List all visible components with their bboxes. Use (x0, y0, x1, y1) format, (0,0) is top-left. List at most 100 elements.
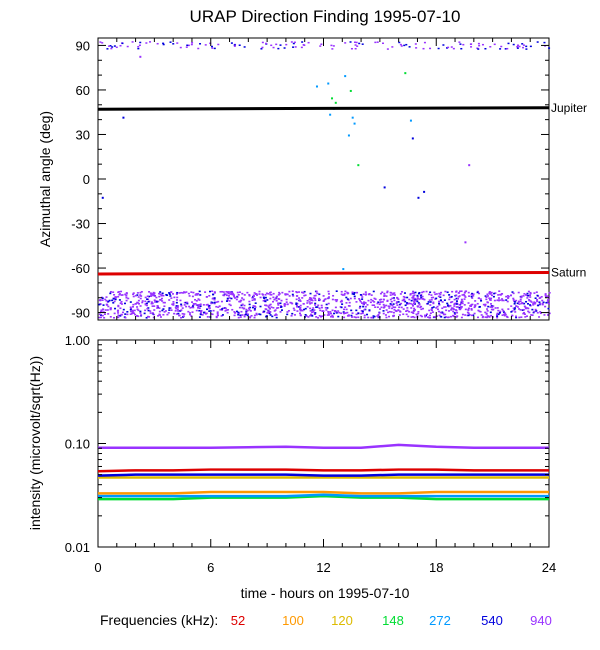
azimuth-point (480, 299, 483, 302)
azimuth-point (490, 303, 493, 305)
azimuth-y-tick-label: 0 (83, 172, 90, 187)
azimuth-point (137, 299, 140, 302)
azimuth-point (488, 291, 491, 294)
azimuth-point (544, 294, 547, 296)
azimuth-point (312, 297, 315, 299)
azimuth-point (384, 314, 387, 316)
azimuth-point (156, 42, 159, 45)
azimuth-point (482, 303, 485, 306)
azimuth-point (156, 305, 159, 308)
azimuth-point (515, 316, 518, 319)
azimuth-point (174, 310, 177, 312)
azimuth-point (162, 42, 165, 45)
azimuth-point (248, 309, 251, 311)
azimuth-point (148, 291, 151, 293)
azimuth-point (165, 293, 168, 296)
azimuth-point (172, 302, 175, 305)
azimuth-point (130, 310, 133, 313)
azimuth-point (492, 305, 495, 307)
azimuth-point (398, 303, 401, 306)
azimuth-point (459, 43, 462, 45)
azimuth-point (226, 311, 229, 314)
azimuth-point (159, 316, 162, 318)
azimuth-point (273, 310, 276, 312)
azimuth-point (199, 305, 202, 307)
azimuth-point (537, 304, 540, 307)
azimuth-point (520, 296, 523, 298)
azimuth-point (518, 303, 521, 305)
legend-entry-540: 540 (481, 613, 503, 628)
azimuth-point (480, 314, 483, 316)
azimuth-point (197, 47, 200, 50)
azimuth-point (507, 308, 510, 310)
azimuth-point (355, 41, 358, 44)
azimuth-point (273, 314, 276, 317)
azimuth-point (528, 299, 531, 302)
azimuth-point (213, 298, 216, 301)
azimuth-point (525, 315, 528, 318)
azimuth-point (271, 300, 274, 303)
azimuth-point (481, 43, 484, 46)
azimuth-point (386, 290, 389, 293)
azimuth-point (514, 311, 517, 313)
azimuth-point (501, 298, 504, 300)
azimuth-point (335, 300, 338, 303)
azimuth-point (191, 301, 194, 303)
azimuth-point (430, 308, 433, 311)
azimuth-point (301, 291, 304, 294)
azimuth-point (408, 310, 411, 313)
azimuth-point (211, 47, 214, 49)
azimuth-point (353, 41, 356, 43)
azimuth-point (218, 305, 221, 307)
azimuth-point (331, 315, 334, 318)
azimuth-point (330, 315, 333, 318)
azimuth-point (151, 312, 154, 314)
azimuth-point (354, 316, 357, 319)
azimuth-point (505, 315, 508, 318)
azimuth-point (502, 311, 505, 313)
azimuth-point (498, 299, 501, 301)
azimuth-point (180, 303, 183, 306)
azimuth-point (350, 314, 353, 317)
azimuth-point (520, 316, 523, 318)
azimuth-point (472, 314, 475, 317)
azimuth-point (113, 45, 116, 47)
azimuth-point (295, 302, 298, 305)
azimuth-point (359, 294, 362, 296)
azimuth-point (413, 316, 416, 319)
azimuth-point (507, 42, 510, 45)
legend-entry-52: 52 (231, 613, 245, 628)
azimuth-point (337, 315, 340, 318)
azimuth-point (336, 299, 339, 301)
azimuth-point (317, 316, 320, 319)
azimuth-point (227, 292, 230, 295)
azimuth-point (391, 297, 394, 300)
azimuth-point (450, 46, 453, 48)
azimuth-point (291, 290, 294, 293)
azimuth-point (213, 302, 216, 305)
azimuth-point (415, 313, 418, 316)
azimuth-point (385, 309, 388, 311)
azimuth-point (236, 296, 239, 299)
azimuth-point (474, 305, 477, 308)
azimuth-point (114, 307, 117, 310)
azimuth-point (299, 314, 302, 317)
azimuth-point (404, 300, 407, 303)
azimuth-point (155, 300, 158, 302)
azimuth-point (188, 295, 191, 297)
azimuth-point (238, 291, 241, 294)
azimuth-point (470, 303, 473, 306)
azimuth-point (195, 293, 198, 295)
azimuth-point (489, 46, 492, 48)
azimuth-point (195, 304, 198, 306)
azimuth-point (253, 308, 256, 310)
azimuth-point (158, 295, 161, 298)
azimuth-point (523, 305, 526, 308)
azimuth-point (299, 309, 302, 312)
azimuth-point (210, 45, 213, 48)
azimuth-point (246, 313, 249, 315)
azimuth-point (418, 303, 421, 306)
azimuth-point (427, 316, 430, 318)
azimuth-point (226, 297, 229, 300)
azimuth-point (258, 293, 261, 295)
